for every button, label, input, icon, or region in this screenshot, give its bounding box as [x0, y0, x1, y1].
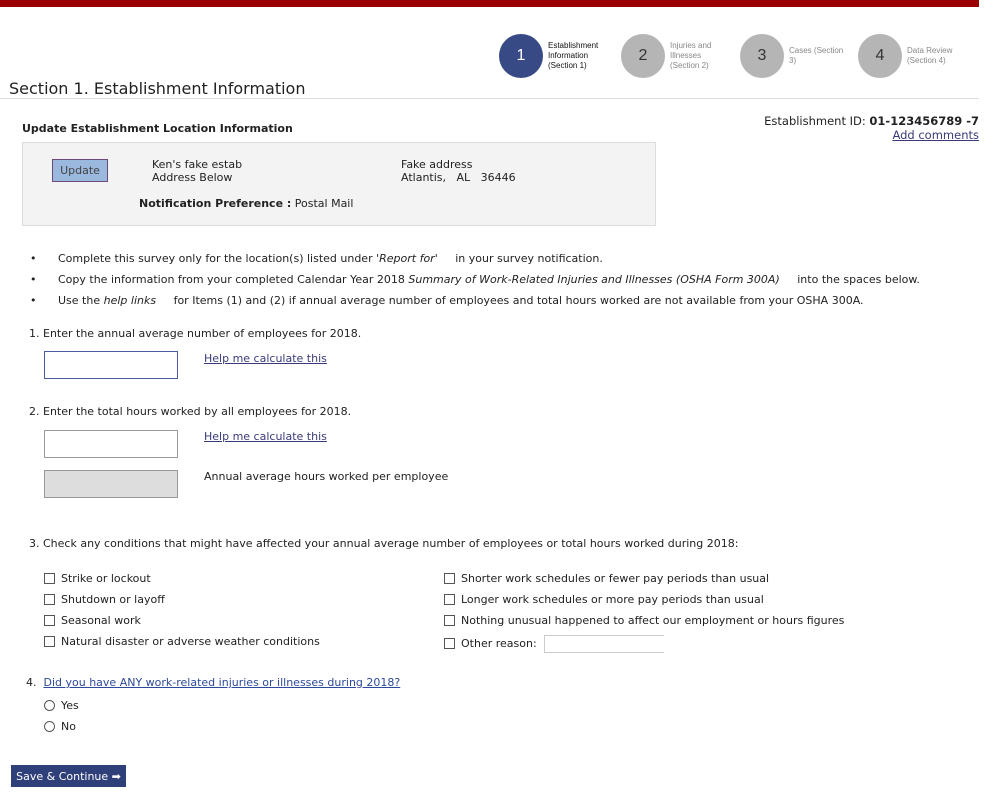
- condition-other[interactable]: Other reason:: [444, 633, 844, 654]
- step-label: Injuries and Illnesses (Section 2): [670, 41, 712, 70]
- emphasis: 'Report for': [376, 252, 438, 265]
- top-banner: [0, 0, 979, 7]
- step-label: Cases (Section 3): [789, 46, 844, 65]
- label: Yes: [61, 699, 79, 712]
- step-label: Data Review (Section 4): [907, 46, 953, 65]
- instruction-1: Complete this survey only for the locati…: [30, 252, 603, 265]
- location-box: [22, 142, 656, 226]
- condition-longer[interactable]: Longer work schedules or more pay period…: [444, 589, 844, 610]
- q4-link[interactable]: Did you have ANY work-related injuries o…: [43, 676, 401, 689]
- label: Seasonal work: [61, 614, 141, 627]
- instruction-2: Copy the information from your completed…: [30, 273, 920, 286]
- q4-number: 4.: [26, 676, 37, 689]
- notification-preference: Notification Preference : Postal Mail: [139, 197, 353, 210]
- step-number: 3: [740, 34, 784, 78]
- label: Natural disaster or adverse weather cond…: [61, 635, 320, 648]
- text: Complete this survey only for the locati…: [58, 252, 377, 265]
- checkbox[interactable]: [444, 638, 455, 649]
- step-1[interactable]: 1 Establishment Information (Section 1): [499, 34, 604, 78]
- establishment-name-line2: Address Below: [152, 171, 233, 184]
- address-line: Fake address: [401, 158, 473, 171]
- radio-no[interactable]: No: [44, 716, 79, 737]
- checkbox[interactable]: [444, 573, 455, 584]
- step-number: 4: [858, 34, 902, 78]
- step-4[interactable]: 4 Data Review (Section 4): [858, 34, 963, 78]
- avg-hours-label: Annual average hours worked per employee: [204, 470, 449, 483]
- conditions-right: Shorter work schedules or fewer pay peri…: [444, 568, 844, 654]
- condition-nothing[interactable]: Nothing unusual happened to affect our e…: [444, 610, 844, 631]
- label: Longer work schedules or more pay period…: [461, 593, 764, 606]
- instruction-3: Use the help links for Items (1) and (2)…: [30, 294, 864, 307]
- update-button[interactable]: Update: [52, 159, 108, 182]
- city-line: Atlantis, AL 36446: [401, 171, 516, 184]
- text: into the spaces below.: [793, 273, 920, 286]
- step-3[interactable]: 3 Cases (Section 3): [740, 34, 845, 78]
- condition-seasonal[interactable]: Seasonal work: [44, 610, 320, 631]
- conditions-left: Strike or lockout Shutdown or layoff Sea…: [44, 568, 320, 652]
- avg-hours-field: [44, 470, 178, 498]
- step-number: 2: [621, 34, 665, 78]
- add-comments-link[interactable]: Add comments: [892, 128, 979, 142]
- label: Strike or lockout: [61, 572, 151, 585]
- condition-strike[interactable]: Strike or lockout: [44, 568, 320, 589]
- radio[interactable]: [44, 721, 55, 732]
- checkbox[interactable]: [44, 594, 55, 605]
- label: No: [61, 720, 76, 733]
- text: for Items (1) and (2) if annual average …: [170, 294, 864, 307]
- help-link-hours[interactable]: Help me calculate this: [204, 430, 327, 443]
- checkbox[interactable]: [44, 636, 55, 647]
- establishment-id-value: 01-123456789 -7: [869, 114, 979, 128]
- condition-disaster[interactable]: Natural disaster or adverse weather cond…: [44, 631, 320, 652]
- condition-shorter[interactable]: Shorter work schedules or fewer pay peri…: [444, 568, 844, 589]
- step-label: Establishment Information (Section 1): [548, 41, 599, 70]
- condition-shutdown[interactable]: Shutdown or layoff: [44, 589, 320, 610]
- label: Shutdown or layoff: [61, 593, 165, 606]
- text: in your survey notification.: [451, 252, 603, 265]
- step-2[interactable]: 2 Injuries and Illnesses (Section 2): [621, 34, 726, 78]
- establishment-name: Ken's fake estab Address Below: [152, 158, 242, 184]
- establishment-id: Establishment ID: 01-123456789 -7 Add co…: [764, 114, 979, 142]
- label: Other reason:: [461, 637, 537, 650]
- divider: [0, 98, 979, 99]
- radio[interactable]: [44, 700, 55, 711]
- label: Shorter work schedules or fewer pay peri…: [461, 572, 770, 585]
- emphasis: help links: [103, 294, 157, 307]
- notification-label: Notification Preference :: [139, 197, 292, 210]
- label: Nothing unusual happened to affect our e…: [461, 614, 845, 627]
- radio-yes[interactable]: Yes: [44, 695, 79, 716]
- location-heading: Update Establishment Location Informatio…: [22, 122, 293, 135]
- establishment-address: Fake address Atlantis, AL 36446: [401, 158, 516, 184]
- help-link-employees[interactable]: Help me calculate this: [204, 352, 327, 365]
- page-title: Section 1. Establishment Information: [9, 79, 306, 98]
- emphasis: Summary of Work-Related Injuries and Ill…: [408, 273, 780, 286]
- text: Copy the information from your completed…: [58, 273, 409, 286]
- q2-label: 2. Enter the total hours worked by all e…: [29, 405, 352, 418]
- checkbox[interactable]: [444, 594, 455, 605]
- notification-value: Postal Mail: [294, 197, 354, 210]
- establishment-name-line: Ken's fake estab: [152, 158, 243, 171]
- checkbox[interactable]: [444, 615, 455, 626]
- q4-options: Yes No: [44, 695, 79, 737]
- q4-label: 4. Did you have ANY work-related injurie…: [26, 676, 400, 689]
- q3-label: 3. Check any conditions that might have …: [29, 537, 739, 550]
- q1-label: 1. Enter the annual average number of em…: [29, 327, 362, 340]
- save-continue-button[interactable]: Save & Continue ➡: [11, 765, 126, 787]
- establishment-id-label: Establishment ID:: [764, 114, 866, 128]
- employees-input[interactable]: [44, 351, 178, 379]
- step-number: 1: [499, 34, 543, 78]
- checkbox[interactable]: [44, 615, 55, 626]
- other-reason-input[interactable]: [544, 635, 665, 653]
- hours-input[interactable]: [44, 430, 178, 458]
- checkbox[interactable]: [44, 573, 55, 584]
- text: Use the: [58, 294, 104, 307]
